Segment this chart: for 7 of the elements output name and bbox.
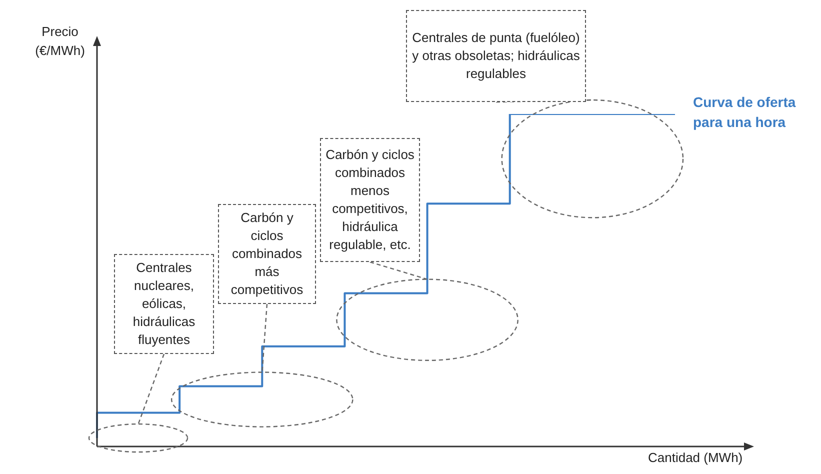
annotation: Carbón y ciclos combinados menos competitivos, hidráulica regulable, etc. (320, 138, 420, 262)
series-label: Curva de oferta para una hora (693, 93, 797, 132)
annotation: Carbón y ciclos combinados más competitivos (218, 204, 316, 304)
x-axis-title: Cantidad (MWh) (648, 450, 743, 465)
text: Centrales de punta (fuelóleo) y otras obsoletas; hidráulicas regulables (406, 10, 586, 102)
y-axis-title: Precio (€/MWh) (34, 23, 86, 60)
annotation: Centrales nucleares, eólicas, hidráulicas fluyentes (114, 254, 214, 354)
